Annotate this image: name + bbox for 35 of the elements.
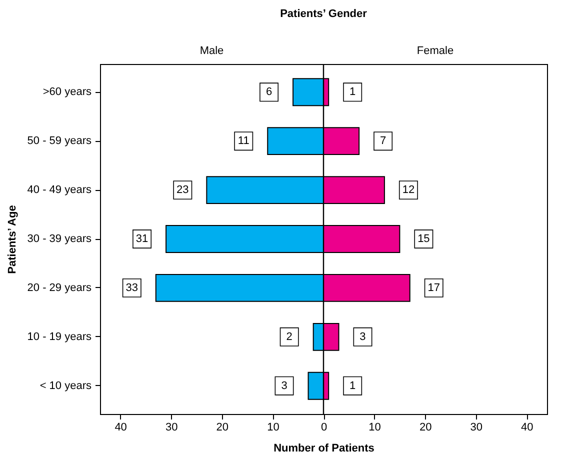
data-label: 1 (350, 380, 356, 392)
x-axis-title: Number of Patients (274, 442, 374, 454)
y-axis-title: Patients’ Age (6, 205, 18, 274)
x-tick-label: 10 (368, 422, 381, 434)
x-tick-label: 10 (267, 422, 280, 434)
y-tick-label: >60 years (42, 86, 92, 98)
x-tick-label: 0 (320, 422, 328, 434)
y-tick-label: 10 - 19 years (27, 330, 92, 343)
data-label: 33 (126, 282, 138, 294)
data-label: 3 (281, 380, 288, 392)
y-tick-label: 30 - 39 years (27, 233, 92, 245)
data-label: 6 (266, 86, 272, 98)
data-label: 31 (136, 233, 148, 245)
chart-title: Patients’ Gender (280, 8, 368, 20)
y-tick-label: 50 - 59 years (27, 135, 92, 148)
data-label: 12 (402, 184, 415, 196)
data-label: 3 (360, 330, 366, 343)
text: Male (200, 45, 224, 57)
data-label: 15 (418, 233, 430, 245)
text: Female (416, 45, 454, 57)
data-label: 2 (286, 330, 292, 343)
x-tick-label: 30 (165, 422, 178, 434)
x-tick-label: 20 (419, 422, 432, 434)
data-label: 23 (176, 184, 189, 196)
x-tick-label: 30 (470, 422, 483, 434)
x-tick-label: 40 (521, 422, 534, 434)
x-tick-label: 20 (216, 422, 229, 434)
data-label: 1 (350, 86, 356, 98)
data-label: 7 (380, 135, 386, 148)
data-label: 17 (428, 282, 440, 294)
data-label: 11 (238, 135, 250, 148)
y-tick-label: 20 - 29 years (27, 282, 92, 294)
x-tick-label: 40 (114, 422, 127, 434)
y-tick-label: < 10 years (40, 380, 92, 392)
y-tick-label: 40 - 49 years (27, 184, 92, 196)
